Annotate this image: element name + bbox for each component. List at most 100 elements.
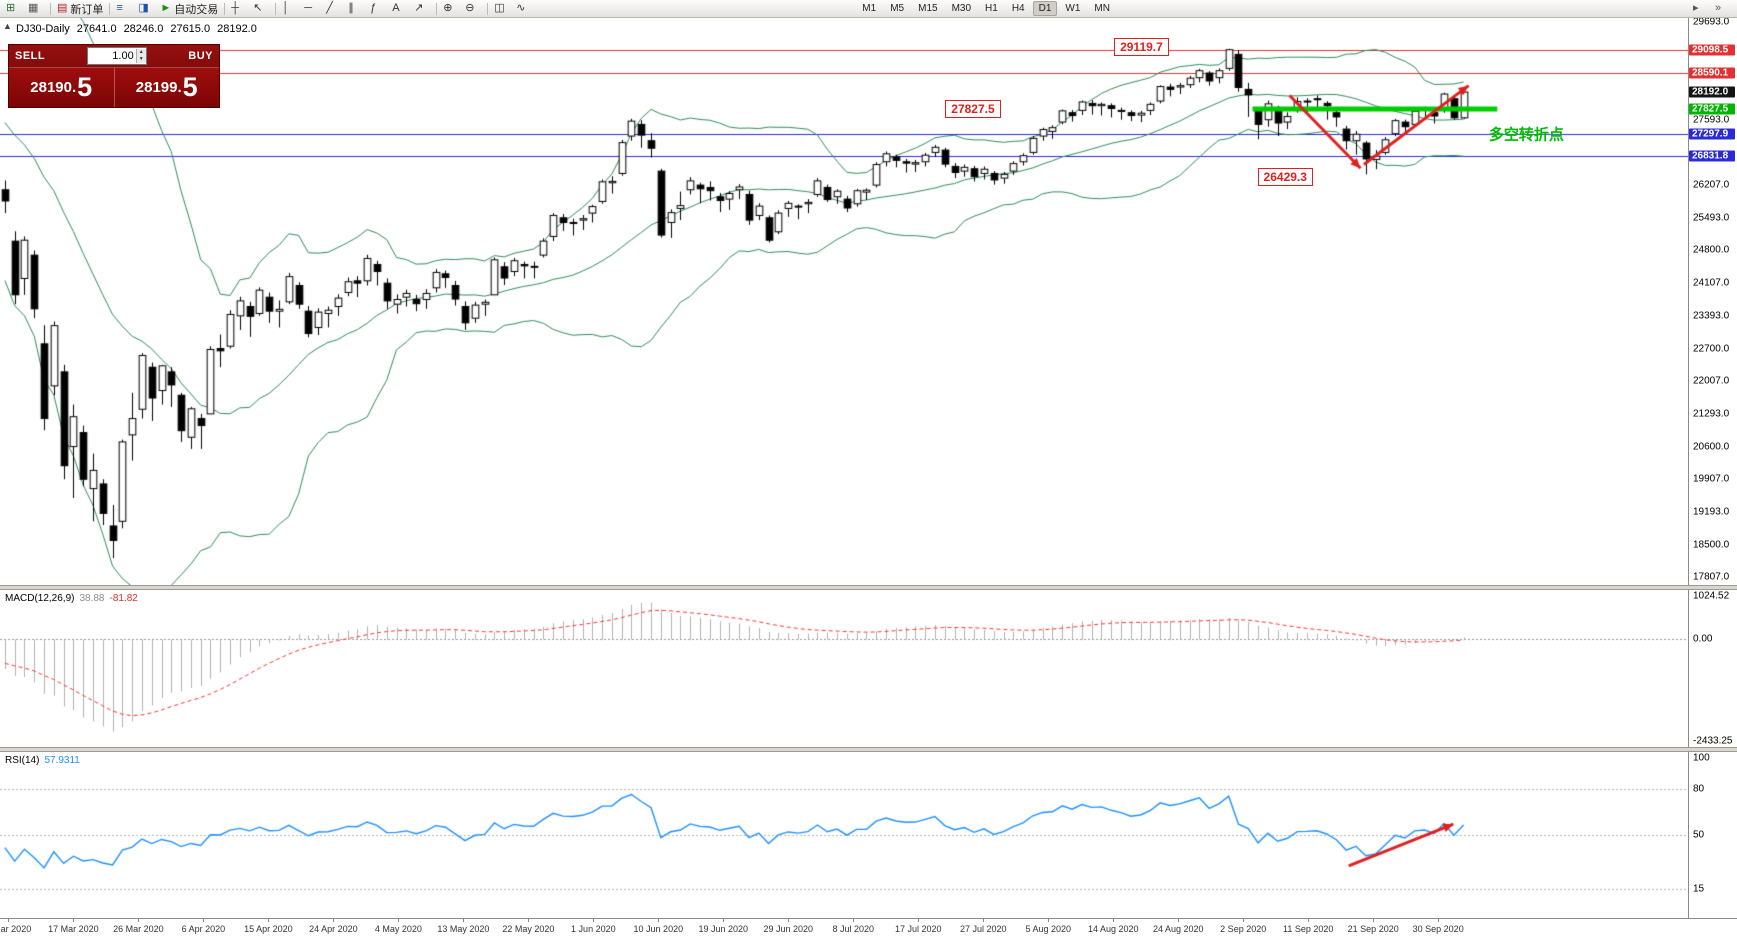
sell-price[interactable]: 28190. 5 — [9, 68, 115, 107]
toolbar-separator — [275, 2, 277, 15]
date-tick — [333, 919, 335, 922]
market-depth-icon[interactable]: ≡ — [113, 1, 135, 16]
panel-divider[interactable] — [0, 747, 1737, 752]
buy-button[interactable]: BUY — [188, 50, 213, 62]
date-label: 14 Aug 2020 — [1087, 924, 1139, 934]
axis-tick-label: 1024.52 — [1693, 590, 1730, 602]
date-label: 13 May 2020 — [437, 924, 490, 934]
one-click-trading-panel: SELL ▲ ▼ BUY 28190. 5 28199. 5 — [8, 44, 220, 108]
new-chart-icon: ⊞ — [6, 2, 16, 14]
date-label: 11 Sep 2020 — [1282, 924, 1334, 934]
autotrading-icon: ► — [160, 2, 172, 14]
vertical-line-icon[interactable]: │ — [279, 1, 301, 16]
axis-tick-label: 100 — [1693, 752, 1710, 764]
rsi-canvas[interactable] — [0, 752, 1688, 918]
text-label-icon[interactable]: A — [389, 1, 411, 16]
axis-tick-label: 0.00 — [1693, 633, 1713, 645]
timeframe-button-H1[interactable]: H1 — [985, 3, 998, 14]
new-order-button-label: 新订单 — [70, 3, 104, 16]
chart-shift-icon[interactable]: ▸ — [1690, 1, 1712, 16]
axis-tick-label: 19193.0 — [1693, 506, 1730, 518]
price-axis[interactable]: 29693.0 27593.0 26207.0 25493.0 24800.0 24107… — [1688, 18, 1737, 585]
market-depth-icon: ≡ — [116, 2, 123, 14]
date-label: 5 Aug 2020 — [1025, 924, 1072, 934]
date-label: 1 Jun 2020 — [571, 924, 616, 934]
date-tick — [1113, 919, 1115, 922]
timeframe-button-MN[interactable]: MN — [1094, 3, 1110, 14]
equidistant-channel-icon: ∥ — [348, 2, 354, 14]
timeframe-button-M5[interactable]: M5 — [890, 3, 905, 14]
date-tick — [918, 919, 920, 922]
timeframe-button-H4[interactable]: H4 — [1011, 3, 1025, 14]
arrow-object-icon[interactable]: ↗ — [411, 1, 433, 16]
macd-header: MACD(12,26,9) 38.88 -81.82 — [5, 593, 138, 604]
sell-price-big-digit: 5 — [77, 72, 93, 102]
date-tick — [1243, 919, 1245, 922]
date-tick — [8, 919, 10, 922]
text-label-icon: A — [392, 2, 400, 14]
rsi-title: RSI(14) — [5, 755, 40, 766]
date-tick — [853, 919, 855, 922]
buy-price[interactable]: 28199. 5 — [115, 68, 220, 107]
date-label: 24 Apr 2020 — [309, 924, 358, 934]
axis-tick-label: 18500.0 — [1693, 539, 1730, 551]
cursor-icon[interactable]: ↖ — [250, 1, 272, 16]
timeframe-button-M1[interactable]: M1 — [862, 3, 877, 14]
macd-axis[interactable]: 1024.52 0.00 -2433.25 — [1688, 590, 1737, 747]
date-label: 10 Jun 2020 — [633, 924, 684, 934]
horizontal-line-icon[interactable]: ─ — [301, 1, 323, 16]
date-label: 30 Sep 2020 — [1412, 924, 1464, 934]
new-chart-icon[interactable]: ⊞ — [3, 1, 25, 16]
crosshair-icon: ┼ — [231, 2, 240, 14]
timeframe-button-M30[interactable]: M30 — [951, 3, 972, 14]
sell-button[interactable]: SELL — [15, 50, 46, 62]
chart-profiles-icon[interactable]: ▦ — [25, 1, 47, 16]
date-label: 17 Jul 2020 — [894, 924, 942, 934]
rsi-axis[interactable]: 100 80 50 15 — [1688, 752, 1737, 918]
date-tick — [1438, 919, 1440, 922]
date-label: 29 Jun 2020 — [763, 924, 814, 934]
timeframe-button-D1[interactable]: D1 — [1032, 1, 1058, 16]
timeframe-button-W1[interactable]: W1 — [1065, 3, 1081, 14]
date-label: 8 Jul 2020 — [832, 924, 875, 934]
autotrading-button[interactable]: ► 自动交易 — [157, 1, 221, 16]
main-chart-panel — [0, 18, 1688, 585]
tile-windows-icon[interactable]: ◫ — [491, 1, 513, 16]
price-level-badge: 28590.1 — [1689, 67, 1735, 79]
volume-down-icon[interactable]: ▼ — [136, 56, 146, 63]
zoom-out-icon[interactable]: ⊖ — [462, 1, 484, 16]
price-level-badge: 27827.5 — [1689, 103, 1735, 115]
volume-up-icon[interactable]: ▲ — [136, 49, 146, 56]
auto-scroll-icon[interactable]: » — [1712, 1, 1734, 16]
date-label: 4 May 2020 — [374, 924, 422, 934]
indicators-icon[interactable]: ∿ — [513, 1, 535, 16]
date-axis[interactable]: 6 Mar 2020 17 Mar 2020 26 Mar 2020 6 Apr 20… — [0, 918, 1737, 941]
date-tick — [658, 919, 660, 922]
price-level-badge: 27297.9 — [1689, 128, 1735, 140]
main-chart-canvas[interactable] — [0, 18, 1688, 585]
algo-community-icon[interactable]: ◨ — [135, 1, 157, 16]
axis-tick-label: 17807.0 — [1693, 571, 1730, 583]
zoom-in-icon[interactable]: ⊕ — [440, 1, 462, 16]
new-order-button[interactable]: ▤ 新订单 — [54, 1, 106, 16]
macd-main-value: 38.88 — [79, 593, 105, 604]
volume-input[interactable] — [87, 49, 136, 63]
panel-divider[interactable] — [0, 585, 1737, 590]
timeframe-button-M15[interactable]: M15 — [918, 3, 938, 14]
macd-canvas[interactable] — [0, 590, 1688, 747]
equidistant-channel-icon[interactable]: ∥ — [345, 1, 367, 16]
macd-panel: MACD(12,26,9) 38.88 -81.82 — [0, 590, 1688, 747]
axis-tick-label: 80 — [1693, 783, 1705, 795]
price-level-badge: 28192.0 — [1689, 86, 1735, 98]
one-click-toggle-icon[interactable]: ▲ — [3, 21, 12, 31]
date-tick — [1178, 919, 1180, 922]
trendline-icon[interactable]: ╱ — [323, 1, 345, 16]
axis-tick-label: 15 — [1693, 883, 1705, 895]
price-level-badge: 26831.8 — [1689, 150, 1735, 162]
crosshair-icon[interactable]: ┼ — [228, 1, 250, 16]
date-tick — [723, 919, 725, 922]
date-label: 22 May 2020 — [502, 924, 555, 934]
fibonacci-icon[interactable]: ƒ — [367, 1, 389, 16]
axis-tick-label: 22007.0 — [1693, 375, 1730, 387]
